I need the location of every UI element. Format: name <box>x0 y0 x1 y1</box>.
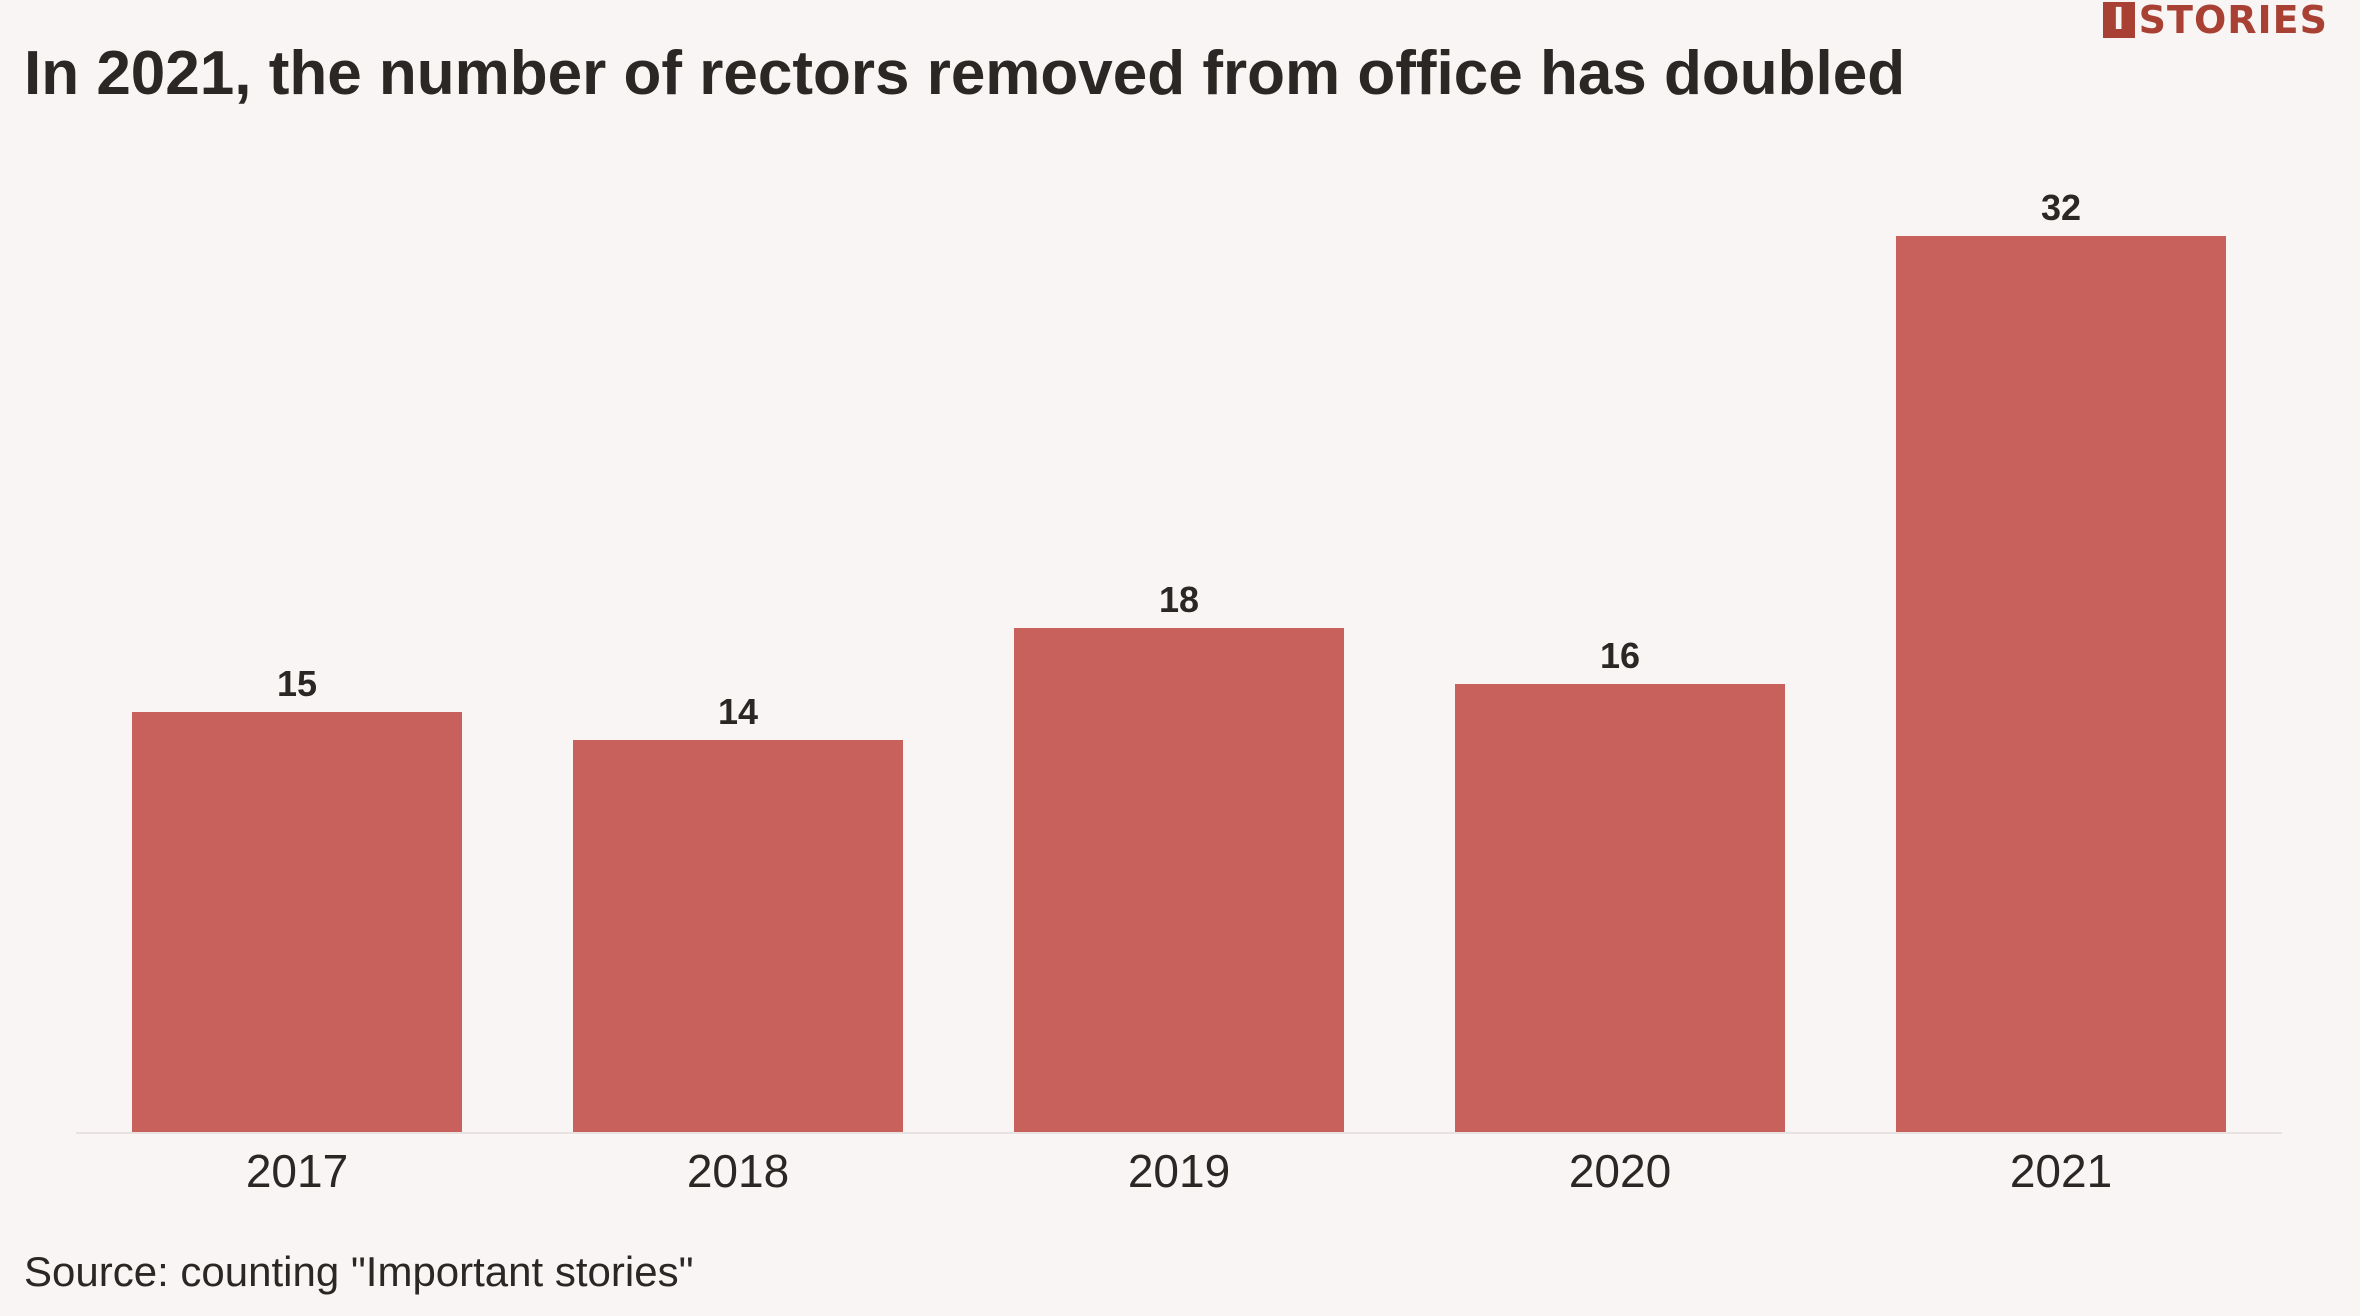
x-tick-label-2021: 2021 <box>2010 1145 2112 1197</box>
x-tick-label-2017: 2017 <box>246 1145 348 1197</box>
logo-mark-icon: I <box>2102 2 2135 38</box>
value-label-2019: 18 <box>1159 579 1199 620</box>
value-label-2018: 14 <box>718 691 758 732</box>
source-note: Source: counting "Important stories" <box>24 1248 694 1295</box>
bar-2020 <box>1455 684 1785 1132</box>
bar-2019 <box>1014 628 1344 1132</box>
chart-title: In 2021, the number of rectors removed f… <box>24 39 1906 108</box>
value-label-2020: 16 <box>1600 635 1640 676</box>
value-label-2017: 15 <box>277 663 317 704</box>
bar-2021 <box>1896 236 2226 1132</box>
value-label-2021: 32 <box>2041 187 2081 228</box>
x-tick-label-2019: 2019 <box>1128 1145 1230 1197</box>
bars-layer <box>132 236 2226 1132</box>
x-tick-label-2020: 2020 <box>1569 1145 1671 1197</box>
stories-logo: I STORIES <box>2102 0 2328 42</box>
bar-2018 <box>573 740 903 1132</box>
bar-chart: 15 14 18 16 32 2017 2018 2019 2020 2021 <box>76 187 2282 1197</box>
x-tick-label-2018: 2018 <box>687 1145 789 1197</box>
value-labels: 15 14 18 16 32 <box>277 187 2081 732</box>
logo-text: STORIES <box>2138 0 2328 42</box>
bar-2017 <box>132 712 462 1132</box>
x-tick-labels: 2017 2018 2019 2020 2021 <box>246 1145 2112 1197</box>
